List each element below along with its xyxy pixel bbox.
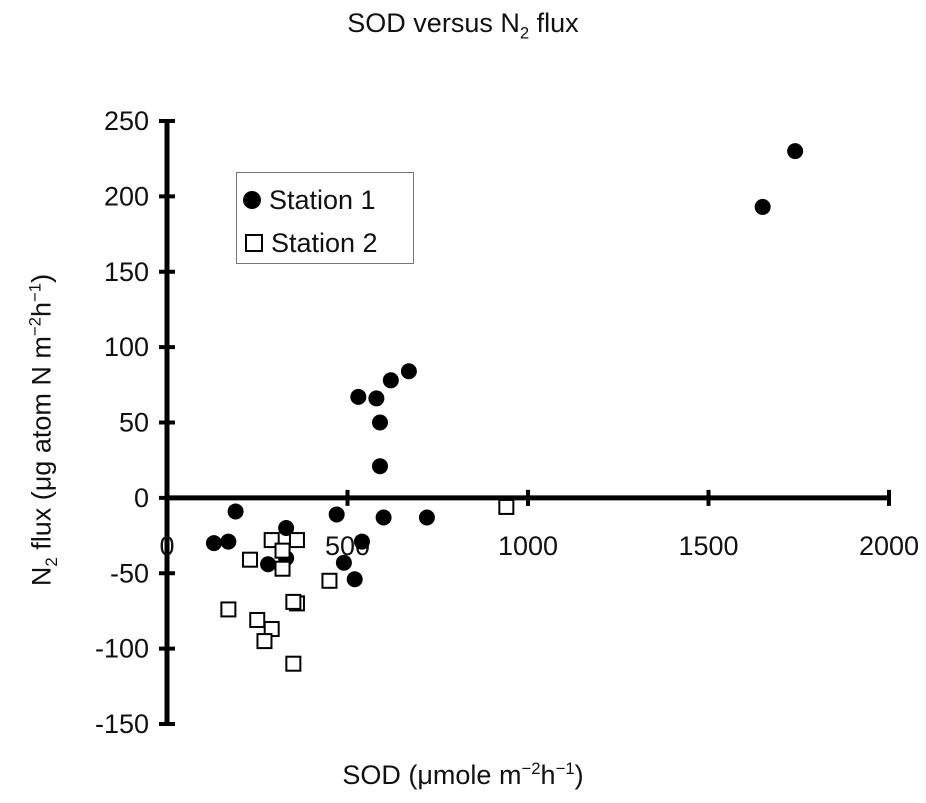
station-1-point xyxy=(278,520,295,537)
y-tick-label: 100 xyxy=(104,332,149,362)
x-tick-label: 1500 xyxy=(678,531,738,561)
station-1-point xyxy=(335,554,352,571)
y-axis-label: N2 flux (μg atom N m−2h−1) xyxy=(25,273,61,587)
station-2-point xyxy=(285,655,302,672)
x-tick-label: 2000 xyxy=(859,531,919,561)
station-1-point xyxy=(350,388,367,405)
station-1-point xyxy=(346,571,363,588)
station-2-point xyxy=(220,601,237,618)
station-2-point xyxy=(256,633,273,650)
x-axis-label: SOD (μmole m−2h−1) xyxy=(342,759,584,790)
y-tick-label: 150 xyxy=(104,257,149,287)
filled-circle-marker-icon xyxy=(243,191,261,209)
station-2-point xyxy=(242,551,259,568)
legend-item-station-1: Station 1 xyxy=(243,183,376,217)
y-tick-label: -100 xyxy=(95,634,149,664)
station-2-point xyxy=(285,593,302,610)
y-axis: 250 200 150 100 50 0 -50 -100 -150 xyxy=(95,106,175,739)
chart-title: SOD versus N2 flux xyxy=(347,8,579,43)
station-1-point xyxy=(260,556,277,573)
legend-item-station-2: Station 2 xyxy=(243,226,378,260)
open-square-marker-icon xyxy=(245,234,263,252)
station-1-point xyxy=(328,506,345,523)
station-1-point xyxy=(418,509,435,526)
legend-label: Station 2 xyxy=(271,227,378,258)
station-1-point xyxy=(371,414,388,431)
station-1-point xyxy=(371,458,388,475)
data-points xyxy=(205,143,804,672)
y-tick-label: 200 xyxy=(104,181,149,211)
x-axis: 0 500 1000 1500 2000 xyxy=(159,489,919,561)
station-1-point xyxy=(368,390,385,407)
legend-label: Station 1 xyxy=(269,184,376,215)
station-2-point xyxy=(249,611,266,628)
y-tick-label: -150 xyxy=(95,709,149,739)
x-tick-label: 1000 xyxy=(498,531,558,561)
y-tick-label: 250 xyxy=(104,106,149,136)
legend: Station 1 Station 2 xyxy=(236,172,414,264)
station-1-point xyxy=(220,533,237,550)
station-1-point xyxy=(353,533,370,550)
station-1-point xyxy=(754,198,771,215)
y-tick-label: 0 xyxy=(134,483,149,513)
station-2-point xyxy=(274,542,291,559)
station-1-point xyxy=(205,535,222,552)
station-2-point xyxy=(321,572,338,589)
y-tick-label: 50 xyxy=(119,408,149,438)
station-2-point xyxy=(274,560,291,577)
station-2-point xyxy=(288,532,305,549)
y-tick-label: -50 xyxy=(110,558,149,588)
station-1-point xyxy=(227,503,244,520)
x-tick-label: 0 xyxy=(159,531,174,561)
station-1-point xyxy=(400,363,417,380)
station-1-point xyxy=(787,143,804,160)
station-1-point xyxy=(375,509,392,526)
station-1-point xyxy=(382,372,399,389)
station-2-point xyxy=(498,498,515,515)
